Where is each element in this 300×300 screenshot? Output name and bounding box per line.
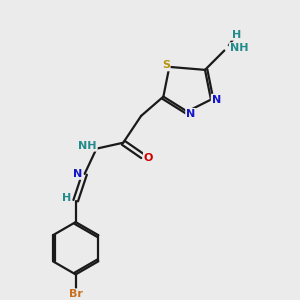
Text: H: H bbox=[232, 30, 241, 40]
Text: N: N bbox=[212, 94, 221, 105]
Text: Br: Br bbox=[69, 289, 82, 299]
Text: NH: NH bbox=[78, 141, 97, 151]
Text: NH: NH bbox=[230, 43, 248, 53]
Text: S: S bbox=[162, 60, 170, 70]
Text: N: N bbox=[74, 169, 83, 179]
Text: N: N bbox=[186, 109, 195, 119]
Text: O: O bbox=[144, 153, 153, 163]
Text: H: H bbox=[61, 193, 71, 203]
